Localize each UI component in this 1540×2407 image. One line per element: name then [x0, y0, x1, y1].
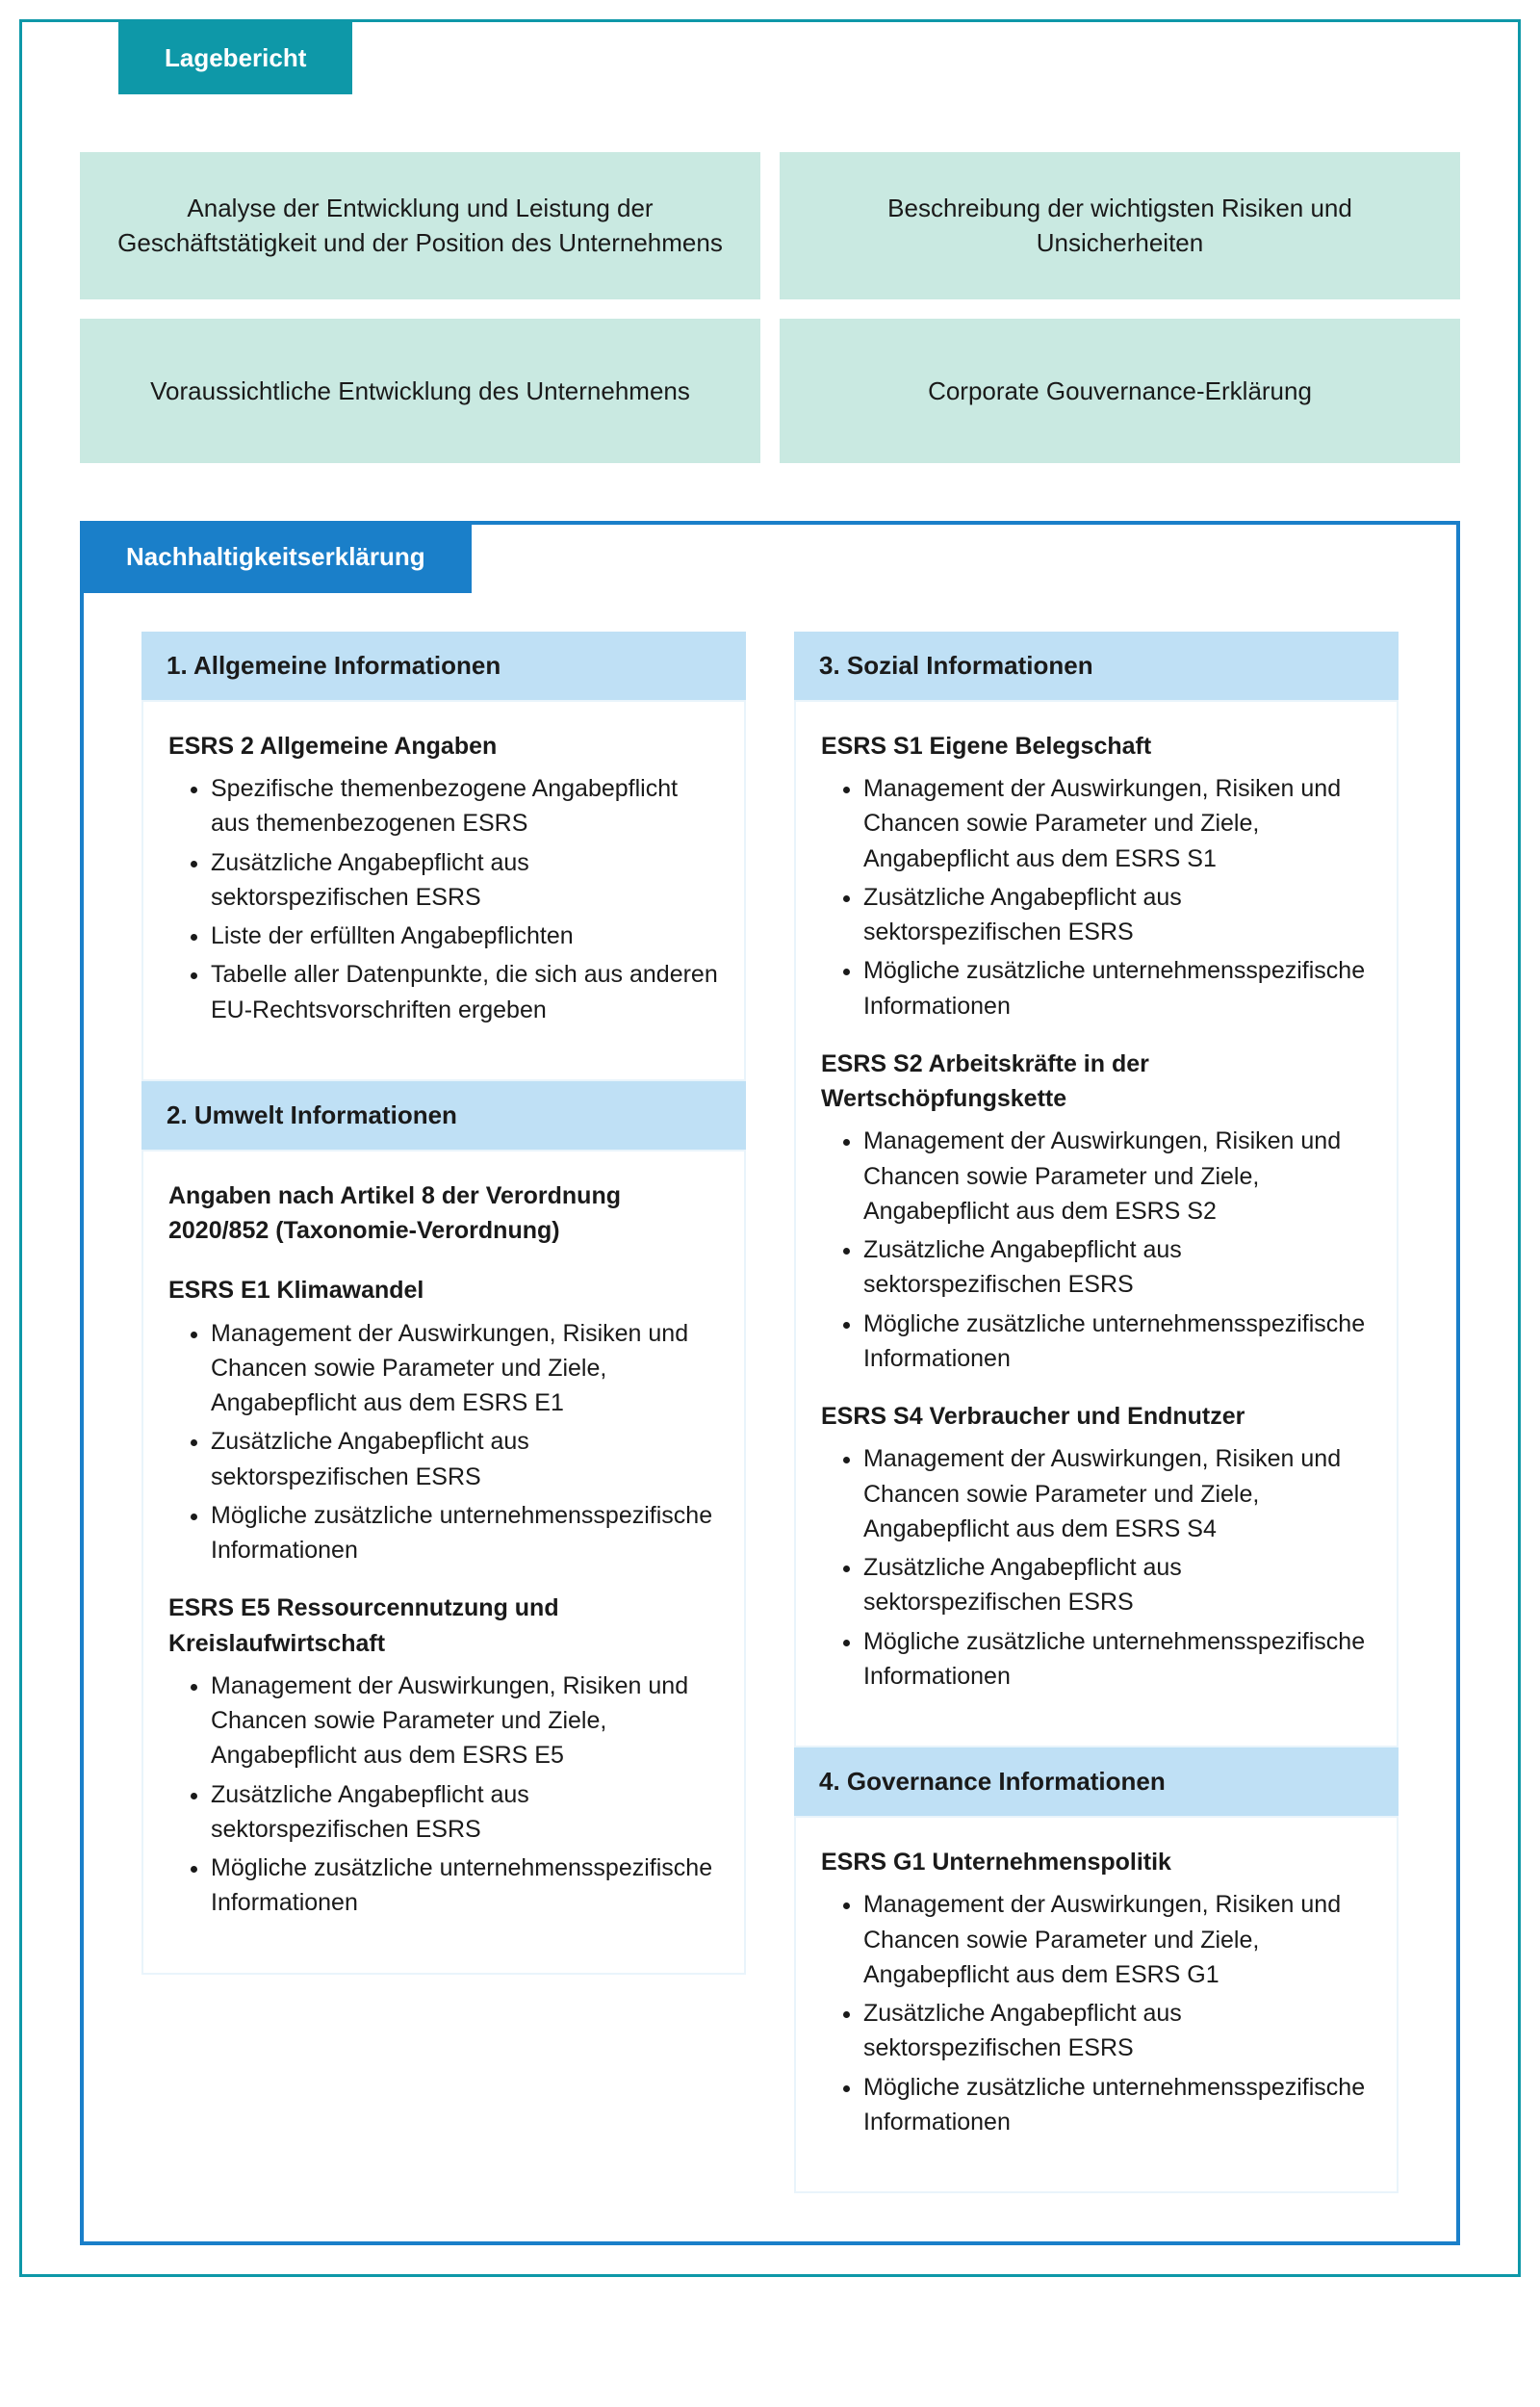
- list-item: Mögliche zusätzliche unternehmensspezifi…: [211, 1851, 719, 1921]
- top-grid: Analyse der Entwicklung und Leistung der…: [22, 94, 1518, 502]
- section4-header: 4. Governance Informationen: [794, 1747, 1399, 1816]
- section3-body: ESRS S1 Eigene Belegschaft Management de…: [794, 700, 1399, 1747]
- section1-body: ESRS 2 Allgemeine Angaben Spezifische th…: [141, 700, 746, 1081]
- s2-preface: Angaben nach Artikel 8 der Verordnung 20…: [168, 1178, 719, 1249]
- list-item: Mögliche zusätzliche unternehmensspezifi…: [863, 1307, 1372, 1377]
- s4-sub1-bullets: Management der Auswirkungen, Risiken und…: [821, 1887, 1372, 2139]
- sustainability-frame: Nachhaltigkeitserklärung 1. Allgemeine I…: [80, 521, 1460, 2245]
- tab-sustainability: Nachhaltigkeitserklärung: [80, 521, 472, 593]
- list-item: Management der Auswirkungen, Risiken und…: [863, 1887, 1372, 1992]
- s1-sub1-title: ESRS 2 Allgemeine Angaben: [168, 729, 719, 764]
- top-card-outlook: Voraussichtliche Entwicklung des Unterne…: [80, 319, 760, 463]
- s3-sub1-bullets: Management der Auswirkungen, Risiken und…: [821, 771, 1372, 1023]
- sustainability-columns: 1. Allgemeine Informationen ESRS 2 Allge…: [84, 593, 1456, 2241]
- s3-sub1-title: ESRS S1 Eigene Belegschaft: [821, 729, 1372, 764]
- list-item: Zusätzliche Angabepflicht aus sektorspez…: [211, 1424, 719, 1494]
- list-item: Management der Auswirkungen, Risiken und…: [211, 1316, 719, 1421]
- section1-header: 1. Allgemeine Informationen: [141, 632, 746, 700]
- s4-sub1-title: ESRS G1 Unternehmenspolitik: [821, 1845, 1372, 1879]
- list-item: Zusätzliche Angabepflicht aus sektorspez…: [863, 1996, 1372, 2066]
- s2-sub1-title: ESRS E1 Klimawandel: [168, 1273, 719, 1307]
- lagebericht-frame: Lagebericht Analyse der Entwicklung und …: [19, 19, 1521, 2277]
- list-item: Liste der erfüllten Angabepflichten: [211, 919, 719, 953]
- list-item: Zusätzliche Angabepflicht aus sektorspez…: [211, 845, 719, 916]
- list-item: Zusätzliche Angabepflicht aus sektorspez…: [863, 1232, 1372, 1303]
- list-item: Mögliche zusätzliche unternehmensspezifi…: [863, 1624, 1372, 1695]
- column-left: 1. Allgemeine Informationen ESRS 2 Allge…: [141, 632, 746, 2193]
- s2-sub2-bullets: Management der Auswirkungen, Risiken und…: [168, 1669, 719, 1921]
- list-item: Mögliche zusätzliche unternehmensspezifi…: [863, 2070, 1372, 2140]
- list-item: Management der Auswirkungen, Risiken und…: [863, 771, 1372, 876]
- list-item: Mögliche zusätzliche unternehmensspezifi…: [863, 953, 1372, 1023]
- s3-sub3-bullets: Management der Auswirkungen, Risiken und…: [821, 1441, 1372, 1694]
- list-item: Mögliche zusätzliche unternehmensspezifi…: [211, 1498, 719, 1568]
- list-item: Management der Auswirkungen, Risiken und…: [211, 1669, 719, 1773]
- tab-lagebericht: Lagebericht: [118, 22, 352, 94]
- s3-sub2-bullets: Management der Auswirkungen, Risiken und…: [821, 1124, 1372, 1376]
- s2-sub1-bullets: Management der Auswirkungen, Risiken und…: [168, 1316, 719, 1568]
- list-item: Management der Auswirkungen, Risiken und…: [863, 1124, 1372, 1229]
- list-item: Zusätzliche Angabepflicht aus sektorspez…: [211, 1777, 719, 1848]
- section2-body: Angaben nach Artikel 8 der Verordnung 20…: [141, 1150, 746, 1975]
- s2-sub2-title: ESRS E5 Ressourcennutzung und Kreislaufw…: [168, 1591, 719, 1661]
- s1-sub1-bullets: Spezifische themenbezogene Angabepflicht…: [168, 771, 719, 1027]
- s3-sub2-title: ESRS S2 Arbeitskräfte in der Wertschöpfu…: [821, 1047, 1372, 1117]
- top-card-risks: Beschreibung der wichtigsten Risiken und…: [780, 152, 1460, 299]
- top-card-analysis: Analyse der Entwicklung und Leistung der…: [80, 152, 760, 299]
- list-item: Tabelle aller Datenpunkte, die sich aus …: [211, 957, 719, 1027]
- section3-header: 3. Sozial Informationen: [794, 632, 1399, 700]
- column-right: 3. Sozial Informationen ESRS S1 Eigene B…: [794, 632, 1399, 2193]
- top-card-governance: Corporate Gouvernance-Erklärung: [780, 319, 1460, 463]
- list-item: Spezifische themenbezogene Angabepflicht…: [211, 771, 719, 841]
- list-item: Management der Auswirkungen, Risiken und…: [863, 1441, 1372, 1546]
- section2-header: 2. Umwelt Informationen: [141, 1081, 746, 1150]
- list-item: Zusätzliche Angabepflicht aus sektorspez…: [863, 880, 1372, 950]
- list-item: Zusätzliche Angabepflicht aus sektorspez…: [863, 1550, 1372, 1620]
- s3-sub3-title: ESRS S4 Verbraucher und Endnutzer: [821, 1399, 1372, 1434]
- section4-body: ESRS G1 Unternehmenspolitik Management d…: [794, 1816, 1399, 2193]
